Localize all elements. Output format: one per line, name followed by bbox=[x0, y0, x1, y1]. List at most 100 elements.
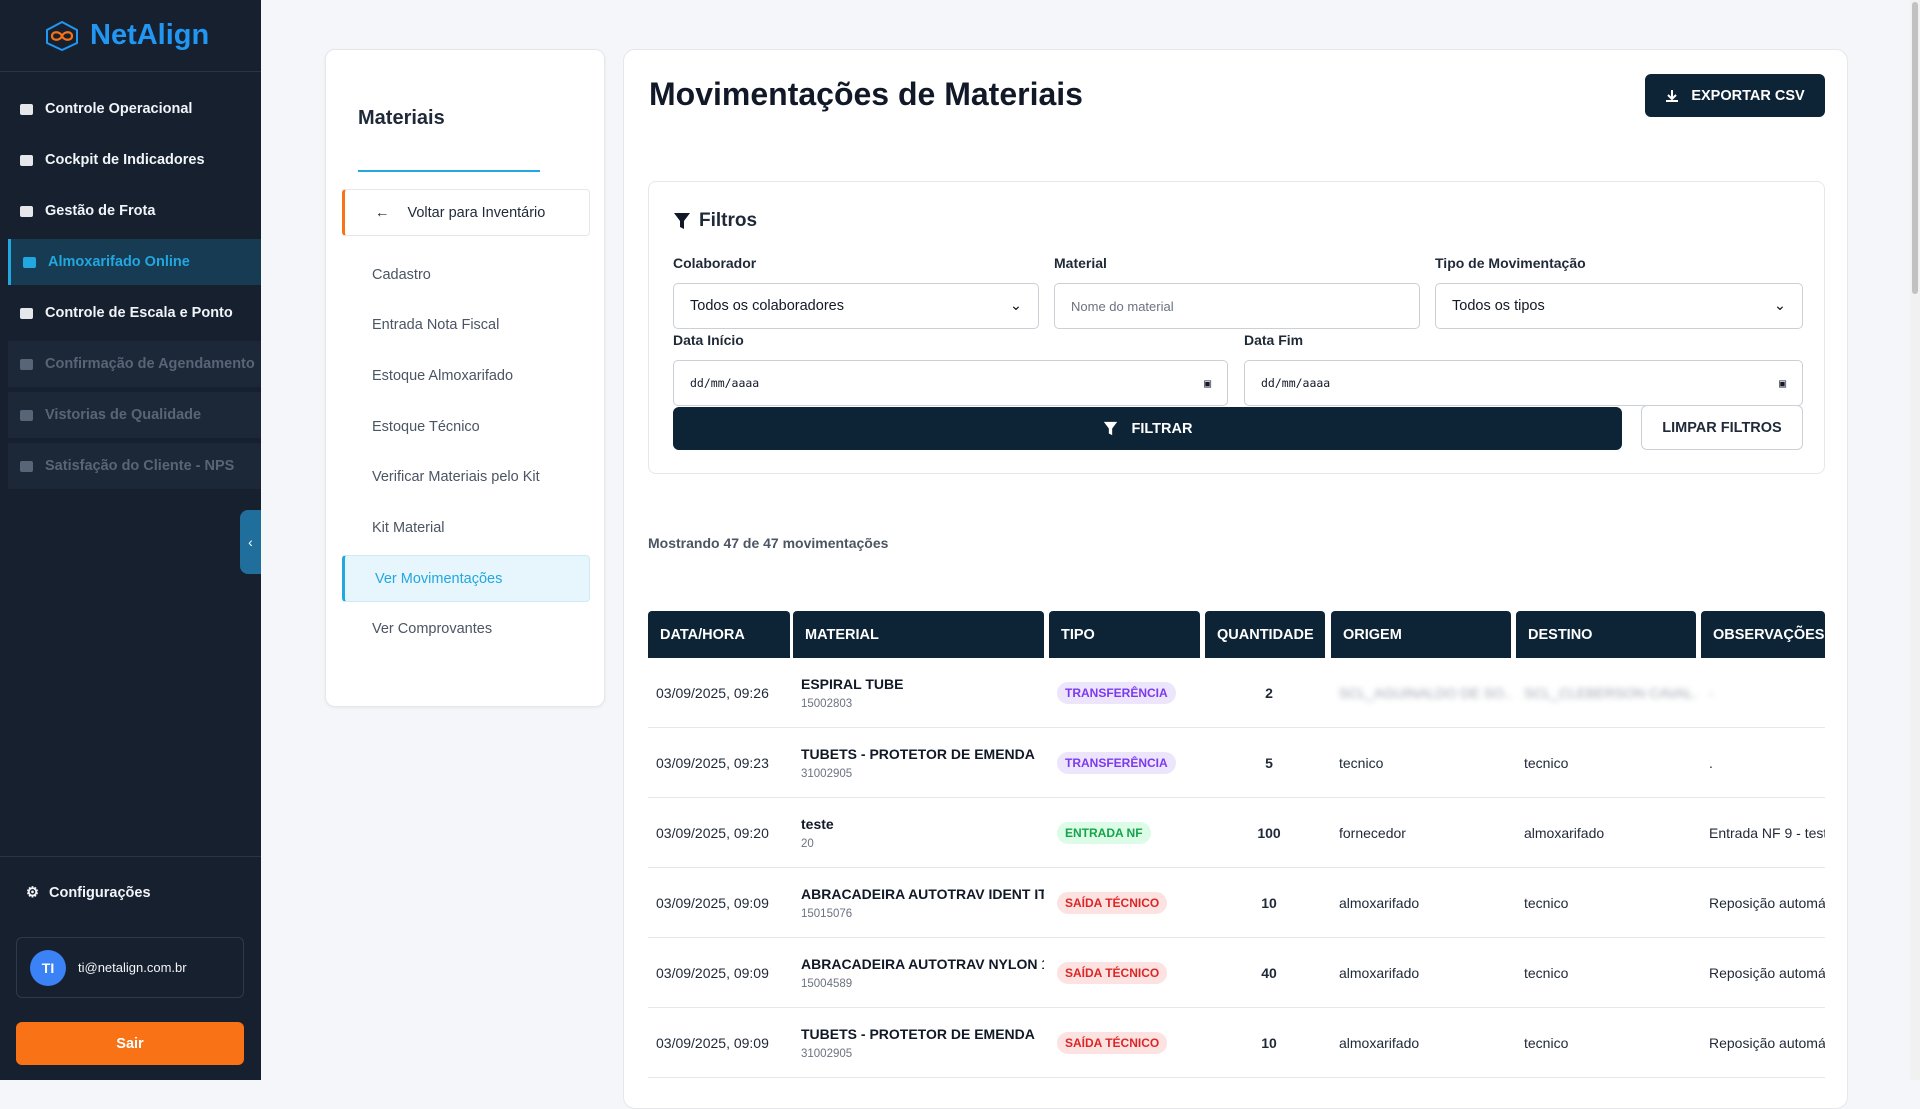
column-header: TIPO bbox=[1049, 611, 1200, 658]
table-cell: teste 20 bbox=[801, 798, 1044, 868]
export-button[interactable]: EXPORTAR CSV bbox=[1645, 74, 1825, 117]
type-badge: TRANSFERÊNCIA bbox=[1057, 682, 1176, 704]
nav-label: Almoxarifado Online bbox=[48, 254, 190, 270]
nav-item[interactable]: Controle Operacional bbox=[8, 86, 261, 132]
nav-item[interactable]: Cockpit de Indicadores bbox=[8, 137, 261, 183]
origin: almoxarifado bbox=[1339, 1035, 1420, 1051]
submenu-item[interactable]: Ver Comprovantes bbox=[372, 621, 493, 638]
notes: Entrada NF 9 - test bbox=[1709, 825, 1825, 841]
nav-icon bbox=[20, 154, 33, 166]
scrollbar[interactable] bbox=[1910, 0, 1920, 1080]
table-cell: almoxarifado bbox=[1524, 798, 1696, 868]
nav-item[interactable]: Controle de Escala e Ponto bbox=[8, 290, 261, 336]
notes: Reposição automá bbox=[1709, 1035, 1825, 1051]
end-date[interactable]: dd/mm/aaaa ▣ bbox=[1244, 360, 1803, 406]
table-cell: tecnico bbox=[1524, 938, 1696, 1008]
scrollbar-thumb[interactable] bbox=[1912, 2, 1918, 294]
select-value: Todos os colaboradores bbox=[690, 298, 844, 314]
select-value: Todos os tipos bbox=[1452, 298, 1545, 314]
filter-button[interactable]: FILTRAR bbox=[673, 407, 1622, 450]
table-cell: 2 bbox=[1213, 658, 1325, 728]
nav-item[interactable]: Almoxarifado Online bbox=[8, 239, 261, 285]
nav-label: Satisfação do Cliente - NPS bbox=[45, 458, 235, 474]
start-date[interactable]: dd/mm/aaaa ▣ bbox=[673, 360, 1228, 406]
field-label: Data Fim bbox=[1244, 332, 1304, 348]
table-cell: ENTRADA NF bbox=[1057, 798, 1200, 868]
type-badge: TRANSFERÊNCIA bbox=[1057, 752, 1176, 774]
table-cell: TRANSFERÊNCIA bbox=[1057, 728, 1200, 798]
placeholder: dd/mm/aaaa bbox=[690, 376, 760, 390]
column-header: MATERIAL bbox=[793, 611, 1044, 658]
table-cell: ESPIRAL TUBE 15002803 bbox=[801, 658, 1044, 728]
field-label: Tipo de Movimentação bbox=[1435, 255, 1586, 271]
destination: almoxarifado bbox=[1524, 825, 1605, 841]
sidebar: NetAlign ‹ ⚙ Configurações TI ti@netalign.… bbox=[0, 0, 261, 1080]
table-cell: almoxarifado bbox=[1339, 1008, 1511, 1078]
nav-icon bbox=[20, 358, 33, 370]
settings[interactable]: ⚙ Configurações bbox=[26, 885, 151, 901]
user-card[interactable]: TI ti@netalign.com.br bbox=[16, 937, 244, 998]
filters-panel: Filtros Colaborador Todos os colaborador… bbox=[648, 181, 1825, 474]
table-cell: 100 bbox=[1213, 798, 1325, 868]
table-cell: SAÍDA TÉCNICO bbox=[1057, 938, 1200, 1008]
table-cell: tecnico bbox=[1524, 1008, 1696, 1078]
origin: almoxarifado bbox=[1339, 965, 1420, 981]
table-cell: fornecedor bbox=[1339, 798, 1511, 868]
table-cell: ABRACADEIRA AUTOTRAV NYLON 10 15004589 bbox=[801, 938, 1044, 1008]
table-cell: tecnico bbox=[1524, 868, 1696, 938]
material-input[interactable]: Nome do material bbox=[1054, 283, 1420, 329]
nav-icon bbox=[20, 460, 33, 472]
table-cell: TUBETS - PROTETOR DE EMENDA 31002905 bbox=[801, 1008, 1044, 1078]
table-row: 03/09/2025, 09:23 TUBETS - PROTETOR DE EM… bbox=[648, 728, 1825, 798]
type-select[interactable]: Todos os tipos ⌄ bbox=[1435, 283, 1803, 329]
filter-icon bbox=[674, 213, 690, 229]
submenu-item[interactable]: Entrada Nota Fiscal bbox=[372, 317, 500, 334]
clear-button[interactable]: LIMPAR FILTROS bbox=[1641, 405, 1803, 450]
table-cell: . bbox=[1709, 728, 1825, 798]
material-name: ABRACADEIRA AUTOTRAV NYLON 10 bbox=[801, 956, 1044, 972]
column-header: ORIGEM bbox=[1331, 611, 1511, 658]
table-row: 03/09/2025, 09:20 teste 20 ENTRADA NF 100 for… bbox=[648, 798, 1825, 868]
chevron: ⌄ bbox=[1773, 298, 1786, 314]
destination: tecnico bbox=[1524, 755, 1569, 771]
calendar-icon: ▣ bbox=[1779, 376, 1786, 390]
collaborator-select[interactable]: Todos os colaboradores ⌄ bbox=[673, 283, 1039, 329]
notes: - bbox=[1709, 685, 1714, 701]
material-code: 31002905 bbox=[801, 768, 853, 780]
collapse-toggle[interactable]: ‹ bbox=[240, 510, 261, 574]
nav-item[interactable]: Vistorias de Qualidade bbox=[8, 392, 261, 438]
table-cell: 03/09/2025, 09:26 bbox=[656, 658, 790, 728]
chevron: ⌄ bbox=[1009, 298, 1022, 314]
submenu-item[interactable]: Ver Movimentações bbox=[342, 555, 590, 603]
table-cell: 03/09/2025, 09:09 bbox=[656, 868, 790, 938]
submenu-item[interactable]: Cadastro bbox=[372, 266, 431, 283]
divider bbox=[0, 856, 261, 857]
logout-button[interactable]: Sair bbox=[16, 1022, 244, 1065]
material-code: 20 bbox=[801, 838, 814, 850]
table-cell: ABRACADEIRA AUTOTRAV IDENT IT1 15015076 bbox=[801, 868, 1044, 938]
table-cell: almoxarifado bbox=[1339, 938, 1511, 1008]
logo[interactable]: NetAlign bbox=[0, 0, 261, 72]
nav-item[interactable]: Satisfação do Cliente - NPS bbox=[8, 443, 261, 489]
nav-label: Controle de Escala e Ponto bbox=[45, 305, 233, 321]
field-label: Data Início bbox=[673, 332, 744, 348]
nav-item[interactable]: Gestão de Frota bbox=[8, 188, 261, 234]
submenu-item[interactable]: Kit Material bbox=[372, 520, 445, 536]
export-label: EXPORTAR CSV bbox=[1691, 87, 1805, 104]
nav-label: Gestão de Frota bbox=[45, 203, 156, 219]
download-icon bbox=[1666, 89, 1679, 102]
nav-item[interactable]: Confirmação de Agendamento bbox=[8, 341, 261, 387]
destination: tecnico bbox=[1524, 895, 1569, 911]
nav-icon bbox=[20, 409, 33, 421]
submenu-item[interactable]: Estoque Técnico bbox=[372, 418, 480, 435]
material-name: TUBETS - PROTETOR DE EMENDA bbox=[801, 746, 1035, 762]
table-cell: 03/09/2025, 09:09 bbox=[656, 1008, 790, 1078]
notes: Reposição automá bbox=[1709, 895, 1825, 911]
table-cell: SCL_CLEBERSON CAVAL... bbox=[1524, 658, 1696, 728]
table-cell: SAÍDA TÉCNICO bbox=[1057, 1008, 1200, 1078]
back-link[interactable]: ← Voltar para Inventário bbox=[342, 189, 590, 236]
submenu-item[interactable]: Verificar Materiais pelo Kit bbox=[372, 469, 540, 486]
table-cell: almoxarifado bbox=[1339, 868, 1511, 938]
submenu-item[interactable]: Estoque Almoxarifado bbox=[372, 367, 514, 384]
